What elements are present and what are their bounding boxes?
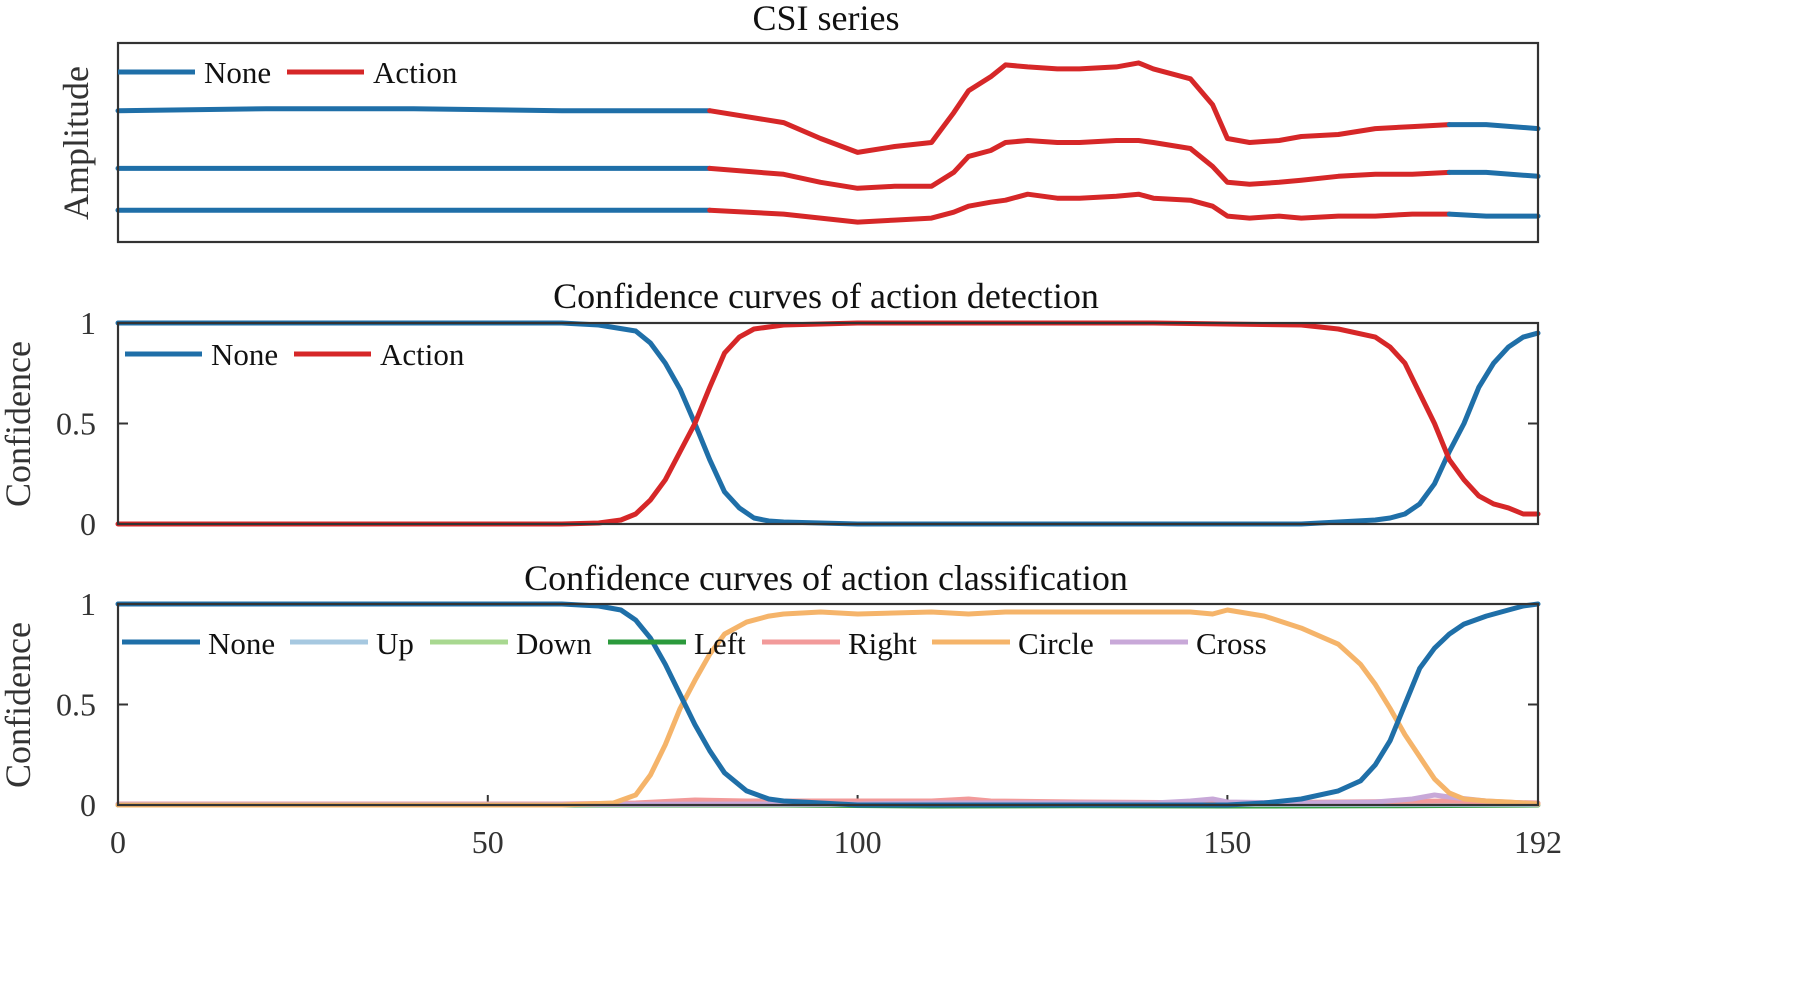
classification-xtick-label-2: 100 xyxy=(834,824,882,860)
detection-ylabel: Confidence xyxy=(0,341,38,507)
classification-xtick-label-0: 0 xyxy=(110,824,126,860)
classification-series-group xyxy=(115,601,1541,809)
classification-ylabel: Confidence xyxy=(0,622,38,788)
detection-legend-none-label: None xyxy=(211,337,278,372)
classification-legend-up-label: Up xyxy=(376,626,414,661)
classification-legend-cross-label: Cross xyxy=(1196,626,1267,661)
csi-title: CSI series xyxy=(753,0,900,38)
csi-legend: None Action xyxy=(118,55,458,90)
classification-legend-down-label: Down xyxy=(516,626,592,661)
classification-xtick-label-4: 192 xyxy=(1514,824,1562,860)
csi-plot-frame xyxy=(116,41,1540,244)
csi-series-group xyxy=(115,60,1541,225)
detection-y-ticks: 00.51 xyxy=(56,305,1538,542)
classification-line-circle xyxy=(115,607,1541,808)
csi-legend-action-label: Action xyxy=(373,55,458,90)
classification-ytick-label-0: 0 xyxy=(80,787,96,823)
classification-legend-none-label: None xyxy=(208,626,275,661)
detection-plot-frame xyxy=(116,321,1540,526)
classification-ytick-label-2: 1 xyxy=(80,586,96,622)
classification-legend-left-label: Left xyxy=(694,626,746,661)
detection-legend-action-label: Action xyxy=(380,337,465,372)
detection-ytick-label-0: 0 xyxy=(80,506,96,542)
classification-xtick-label-3: 150 xyxy=(1203,824,1251,860)
detection-ytick-label-1: 0.5 xyxy=(56,406,96,442)
classification-legend-right-label: Right xyxy=(848,626,917,661)
classification-legend-circle-label: Circle xyxy=(1018,626,1094,661)
detection-title: Confidence curves of action detection xyxy=(553,276,1099,316)
classification-y-ticks: 00.51 xyxy=(56,586,1538,823)
panel-action-classification: Confidence curves of action classificati… xyxy=(0,558,1562,860)
classification-legend: None Up Down Left Right Circle Cross xyxy=(122,626,1267,661)
csi-lower-action-segment-1 xyxy=(707,191,1452,225)
csi-lower-none-segment-2 xyxy=(1446,211,1541,219)
csi-middle-action-segment-1 xyxy=(707,138,1452,191)
classification-title: Confidence curves of action classificati… xyxy=(524,558,1128,598)
csi-upper-action-segment-1 xyxy=(707,60,1452,155)
csi-middle-none-segment-2 xyxy=(1446,169,1541,179)
panel-csi-series: CSI series Amplitude None Action xyxy=(56,0,1541,244)
csi-ylabel: Amplitude xyxy=(56,66,96,220)
csi-upper-none-segment-0 xyxy=(115,106,713,114)
classification-line-none xyxy=(115,601,1541,808)
classification-ytick-label-1: 0.5 xyxy=(56,687,96,723)
panel-action-detection: Confidence curves of action detection Co… xyxy=(0,276,1541,542)
classification-xtick-label-1: 50 xyxy=(472,824,504,860)
csi-upper-none-segment-2 xyxy=(1446,122,1541,132)
csi-legend-none-label: None xyxy=(204,55,271,90)
detection-ytick-label-2: 1 xyxy=(80,305,96,341)
detection-legend: None Action xyxy=(125,337,465,372)
classification-plot-frame xyxy=(116,602,1540,807)
